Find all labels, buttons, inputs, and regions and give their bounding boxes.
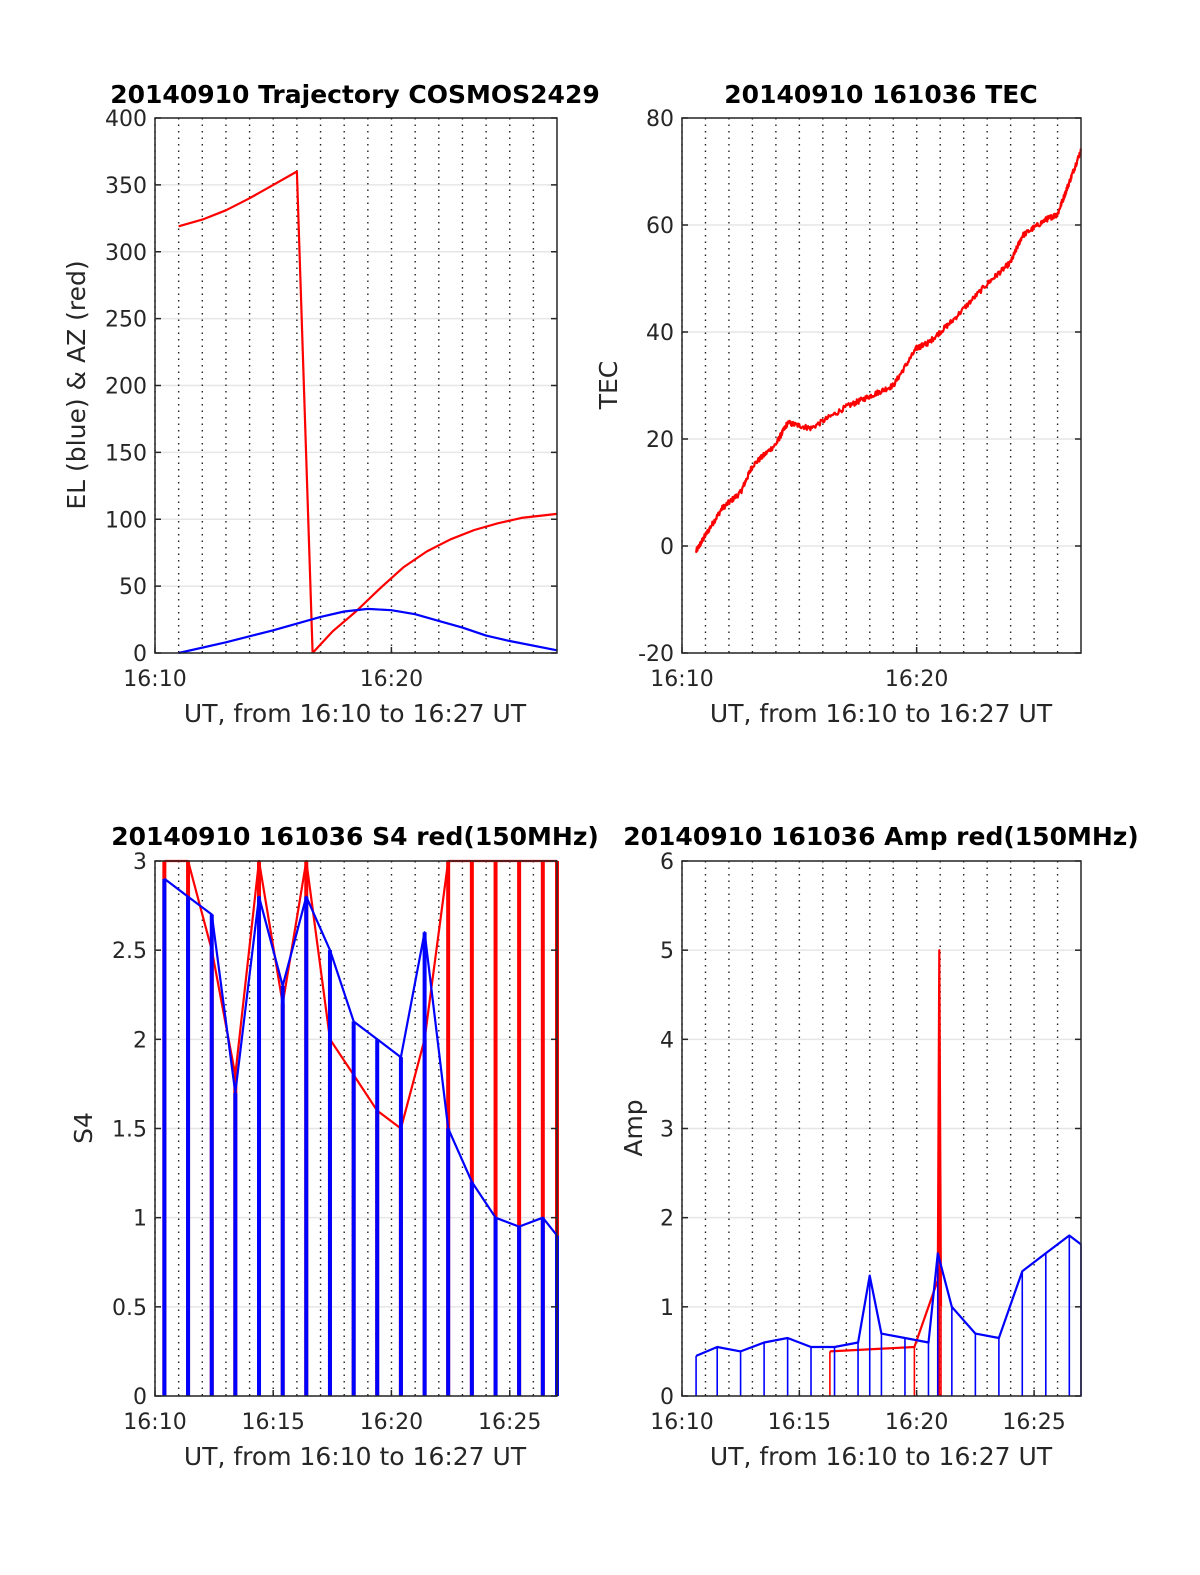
y-tick-label: 1 [660, 1296, 674, 1321]
y-tick-label: 1.5 [112, 1118, 147, 1143]
x-tick-label: 16:10 [650, 1410, 713, 1435]
series-line-red [178, 170, 314, 654]
y-tick-label: 4 [660, 1028, 674, 1053]
amp-y-label: Amp [619, 1099, 648, 1156]
y-tick-label: 0 [133, 1385, 147, 1410]
series-line-blue [163, 877, 558, 1237]
s4-y-label: S4 [69, 1112, 98, 1144]
x-tick-label: 16:10 [123, 1410, 186, 1435]
s4-panel: 20140910 161036 S4 red(150MHz) UT, from … [69, 822, 599, 1471]
y-tick-label: 400 [105, 107, 147, 132]
trajectory-y-label: EL (blue) & AZ (red) [62, 260, 91, 509]
y-tick-label: 100 [105, 508, 147, 533]
y-tick-label: 80 [646, 107, 674, 132]
y-tick-label: 0 [660, 535, 674, 560]
series-line-red [311, 512, 558, 654]
x-tick-label: 16:15 [768, 1410, 831, 1435]
y-tick-label: 3 [660, 1118, 674, 1143]
axes-box [681, 117, 1082, 654]
x-tick-label: 16:20 [885, 667, 948, 692]
y-tick-label: 0 [660, 1385, 674, 1410]
y-tick-label: 40 [646, 321, 674, 346]
y-tick-label: 5 [660, 939, 674, 964]
x-tick-label: 16:20 [360, 667, 423, 692]
y-tick-label: 2.5 [112, 939, 147, 964]
x-tick-label: 16:25 [1002, 1410, 1065, 1435]
x-tick-label: 16:25 [478, 1410, 541, 1435]
y-tick-label: 20 [646, 428, 674, 453]
s4-title: 20140910 161036 S4 red(150MHz) [111, 822, 599, 851]
y-tick-label: 0 [133, 642, 147, 667]
x-tick-label: 16:20 [885, 1410, 948, 1435]
s4-x-label: UT, from 16:10 to 16:27 UT [184, 1442, 527, 1471]
y-tick-label: 50 [119, 575, 147, 600]
y-tick-label: 1 [133, 1207, 147, 1232]
amp-panel: 20140910 161036 Amp red(150MHz) UT, from… [619, 822, 1139, 1471]
series-line-blue [178, 607, 558, 655]
y-tick-label: 300 [105, 241, 147, 266]
amp-x-label: UT, from 16:10 to 16:27 UT [710, 1442, 1053, 1471]
trajectory-title: 20140910 Trajectory COSMOS2429 [110, 80, 600, 109]
y-tick-label: 0.5 [112, 1296, 147, 1321]
y-tick-label: 60 [646, 214, 674, 239]
tec-panel: 20140910 161036 TEC UT, from 16:10 to 16… [594, 80, 1083, 728]
tec-y-label: TEC [594, 361, 623, 411]
series-line-blue [695, 1234, 1082, 1357]
x-tick-label: 16:15 [241, 1410, 304, 1435]
y-tick-label: 2 [660, 1207, 674, 1232]
y-tick-label: -20 [638, 642, 674, 667]
y-tick-label: 350 [105, 174, 147, 199]
tec-x-label: UT, from 16:10 to 16:27 UT [710, 699, 1053, 728]
y-tick-label: 150 [105, 441, 147, 466]
y-tick-label: 6 [660, 850, 674, 875]
trajectory-x-label: UT, from 16:10 to 16:27 UT [184, 699, 527, 728]
plot-area [682, 118, 1081, 653]
y-tick-label: 3 [133, 850, 147, 875]
y-tick-label: 2 [133, 1028, 147, 1053]
y-tick-label: 250 [105, 308, 147, 333]
series-line-red [695, 148, 1083, 554]
x-tick-label: 16:20 [360, 1410, 423, 1435]
y-tick-label: 200 [105, 375, 147, 400]
tec-title: 20140910 161036 TEC [724, 80, 1037, 109]
x-tick-label: 16:10 [123, 667, 186, 692]
x-tick-label: 16:10 [650, 667, 713, 692]
amp-title: 20140910 161036 Amp red(150MHz) [623, 822, 1139, 851]
trajectory-panel: 20140910 Trajectory COSMOS2429 UT, from … [62, 80, 600, 728]
